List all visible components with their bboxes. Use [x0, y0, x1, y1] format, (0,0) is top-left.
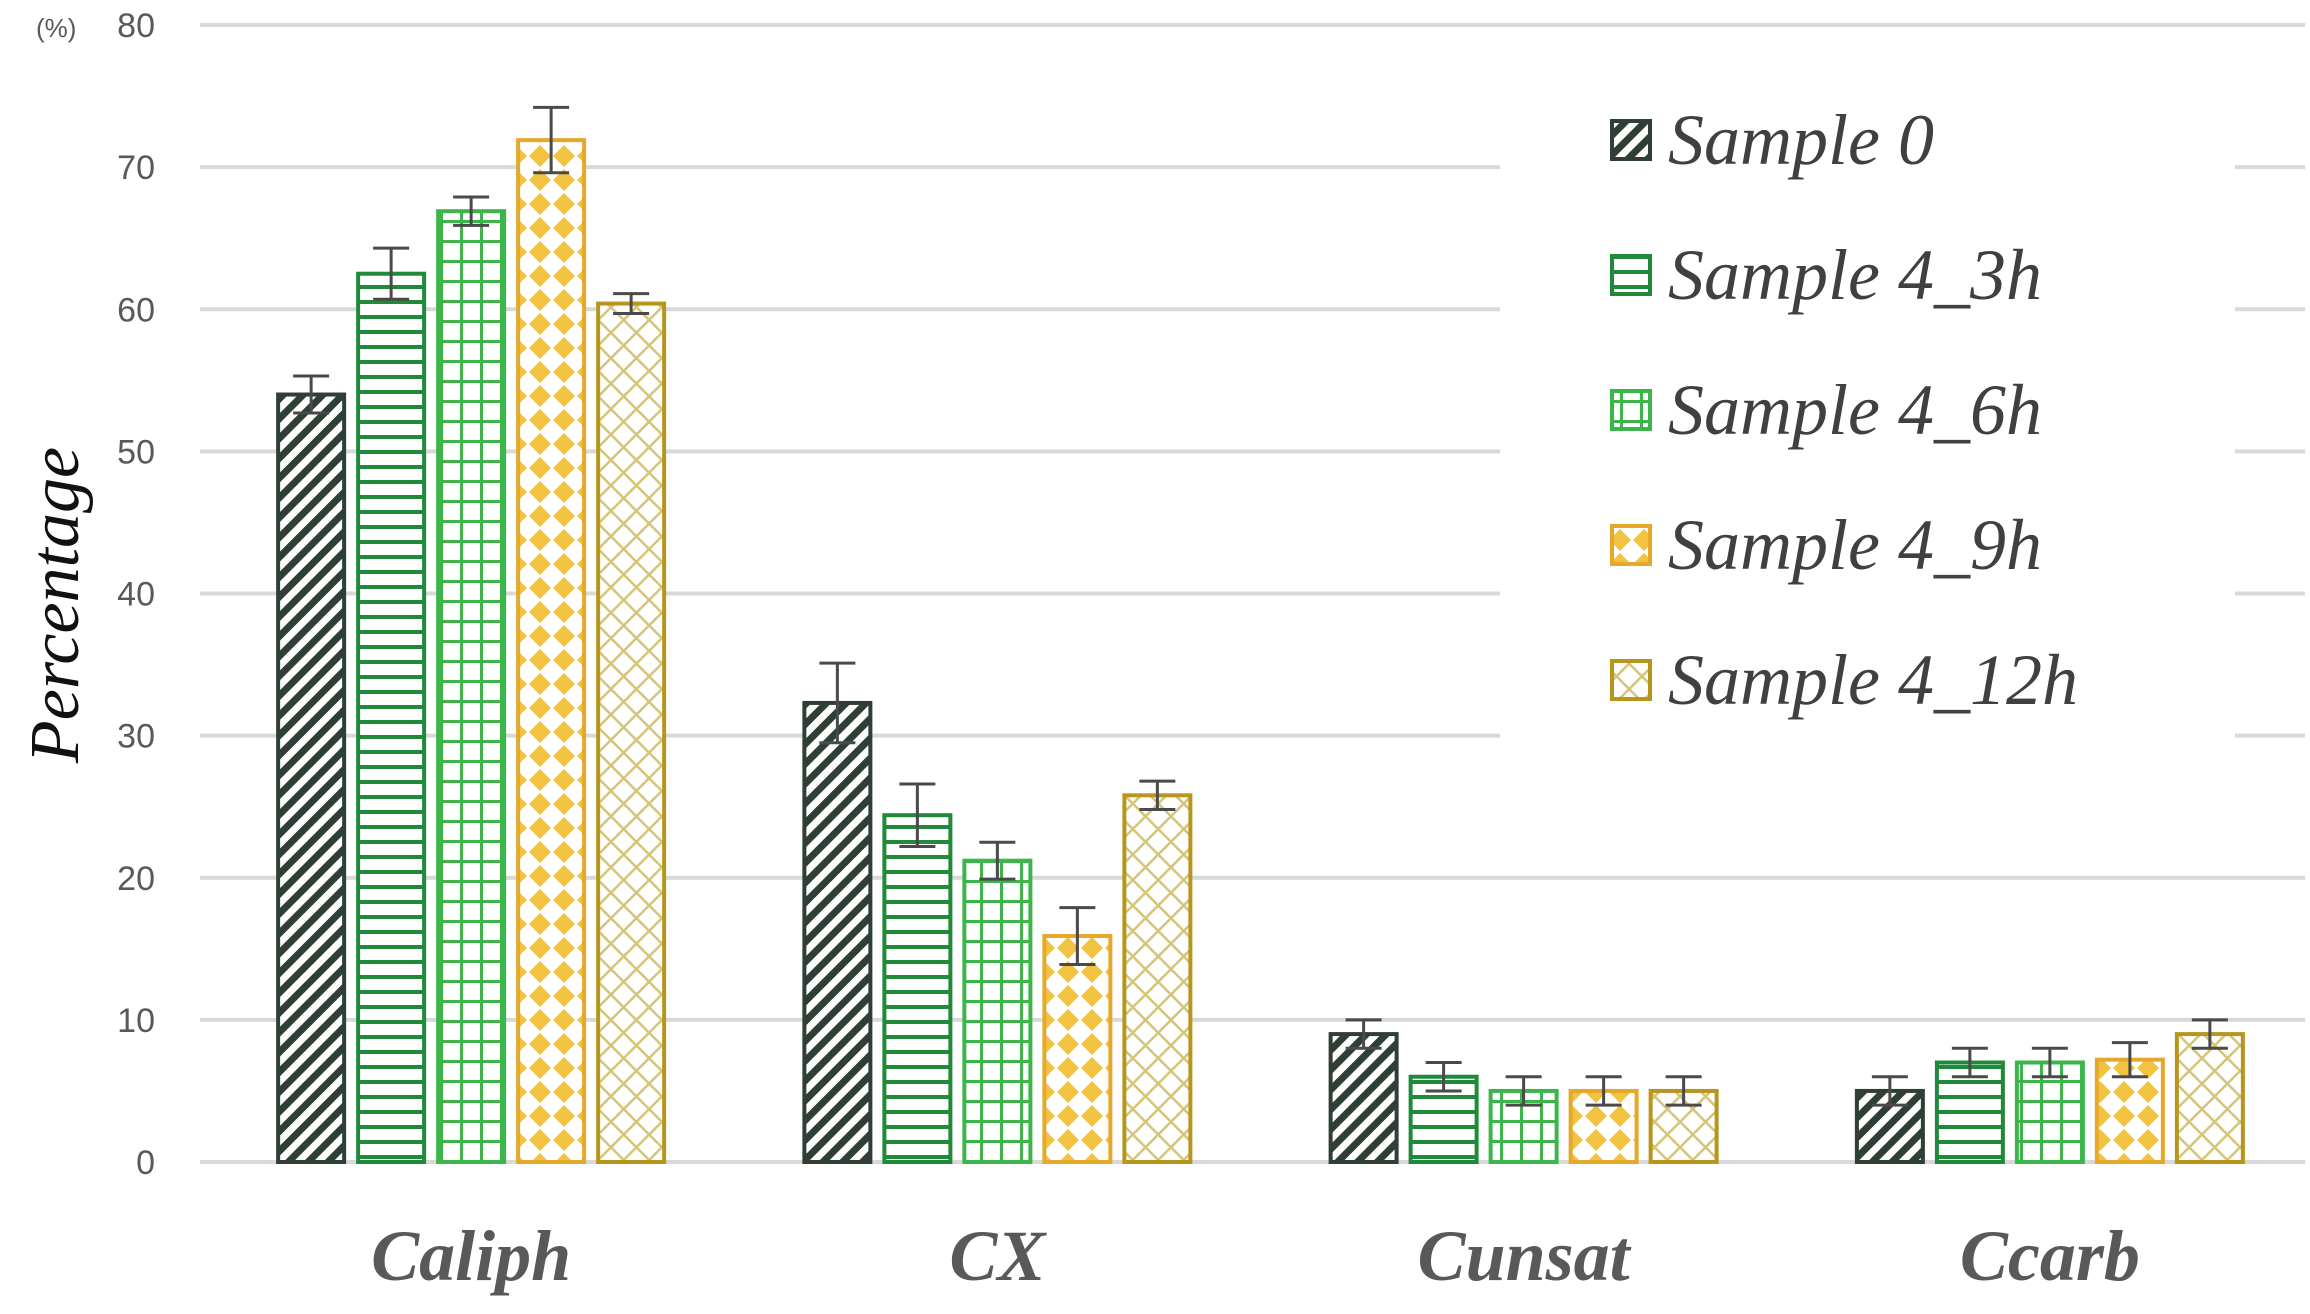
- legend-label: Sample 4_3h: [1668, 235, 2042, 315]
- error-bar: [1425, 1061, 1462, 1093]
- error-bar: [1585, 1075, 1622, 1107]
- legend-swatch: [1610, 659, 1652, 701]
- y-tick-label: 70: [117, 149, 155, 187]
- legend-swatch: [1610, 119, 1652, 161]
- y-tick-label: 40: [117, 576, 155, 614]
- bar: [276, 392, 347, 1164]
- error-bar: [819, 661, 856, 745]
- legend-label: Sample 0: [1668, 100, 1934, 180]
- y-tick-label: 0: [136, 1144, 155, 1182]
- bar: [882, 813, 953, 1165]
- bar: [1122, 793, 1193, 1164]
- error-bar: [1345, 1018, 1382, 1050]
- error-bar: [1871, 1075, 1908, 1107]
- category-label: Caliph: [371, 1216, 571, 1296]
- bars: [276, 138, 2245, 1165]
- y-tick-label: 80: [117, 7, 155, 45]
- error-bar: [1505, 1075, 1542, 1107]
- y-axis-title: Percentage: [17, 447, 94, 764]
- error-bar: [1665, 1075, 1702, 1107]
- bar: [962, 858, 1033, 1164]
- bar: [596, 301, 667, 1164]
- y-tick-label: 10: [117, 1002, 155, 1040]
- error-bar: [613, 292, 650, 316]
- error-bar: [453, 195, 490, 227]
- error-bar: [899, 782, 936, 848]
- legend-swatch: [1610, 254, 1652, 296]
- error-bar: [1139, 779, 1176, 812]
- y-tick-label: 20: [117, 860, 155, 898]
- bar: [1042, 934, 1113, 1164]
- legend-label: Sample 4_9h: [1668, 505, 2042, 585]
- category-label: Ccarb: [1960, 1216, 2140, 1296]
- y-tick-label: 50: [117, 433, 155, 471]
- bar: [2014, 1060, 2085, 1164]
- bar: [516, 138, 587, 1164]
- bar: [356, 271, 427, 1164]
- legend: Sample 0 Sample 4_3h Sample 4_6h Sample 4_9…: [1500, 60, 2235, 750]
- error-bar: [2191, 1018, 2228, 1050]
- bar: [802, 700, 873, 1165]
- bar: [1328, 1032, 1399, 1165]
- legend-label: Sample 4_12h: [1668, 640, 2078, 720]
- bar: [2174, 1032, 2245, 1165]
- error-bar: [373, 246, 410, 301]
- legend-swatch: [1610, 524, 1652, 566]
- x-axis-categories: Caliph CX Cunsat Ccarb: [371, 1216, 2140, 1296]
- legend-label: Sample 4_6h: [1668, 370, 2042, 450]
- y-axis-ticks: 0 10 20 30 40 50 60 70 80: [117, 7, 155, 1182]
- y-tick-label: 30: [117, 718, 155, 756]
- legend-swatch: [1610, 389, 1652, 431]
- bar: [1934, 1060, 2005, 1164]
- error-bar: [1059, 906, 1096, 966]
- error-bar: [293, 374, 330, 415]
- bar: [436, 209, 507, 1164]
- error-bar: [533, 105, 570, 175]
- y-unit-label: (%): [36, 13, 76, 43]
- error-bar: [2031, 1046, 2068, 1079]
- y-tick-label: 60: [117, 291, 155, 329]
- error-bar: [1951, 1046, 1988, 1079]
- category-label: Cunsat: [1418, 1216, 1632, 1296]
- error-bar: [2111, 1041, 2148, 1079]
- error-bar: [979, 840, 1016, 881]
- error-bars: [293, 105, 2228, 1107]
- category-label: CX: [949, 1216, 1047, 1296]
